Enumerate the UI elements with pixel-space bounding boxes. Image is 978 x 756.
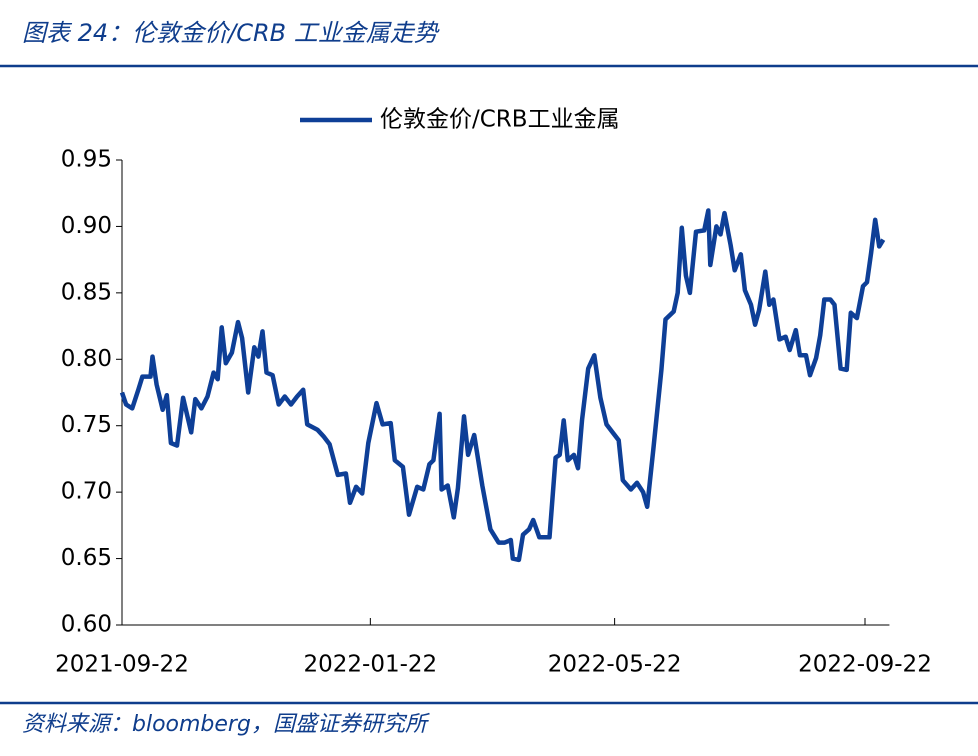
chart-title: 图表 24：伦敦金价/CRB 工业金属走势 <box>22 19 440 47</box>
x-tick-label: 2021-09-22 <box>55 652 189 678</box>
data-line <box>119 208 886 563</box>
y-tick-label: 0.60 <box>61 612 112 638</box>
x-tick-label: 2022-05-22 <box>548 652 682 678</box>
y-tick-label: 0.65 <box>61 545 112 571</box>
y-tick-label: 0.75 <box>61 412 112 438</box>
y-tick-label: 0.85 <box>61 279 112 305</box>
x-tick-label: 2022-09-22 <box>798 652 932 678</box>
source: 资料来源：bloomberg，国盛证券研究所 <box>22 712 430 737</box>
y-tick-label: 0.95 <box>61 147 112 173</box>
legend-label: 伦敦金价/CRB工业金属 <box>380 107 620 133</box>
y-tick-label: 0.70 <box>61 479 112 505</box>
x-tick-label: 2022-01-22 <box>304 652 438 678</box>
y-tick-label: 0.80 <box>61 346 112 372</box>
y-tick-label: 0.90 <box>61 213 112 239</box>
